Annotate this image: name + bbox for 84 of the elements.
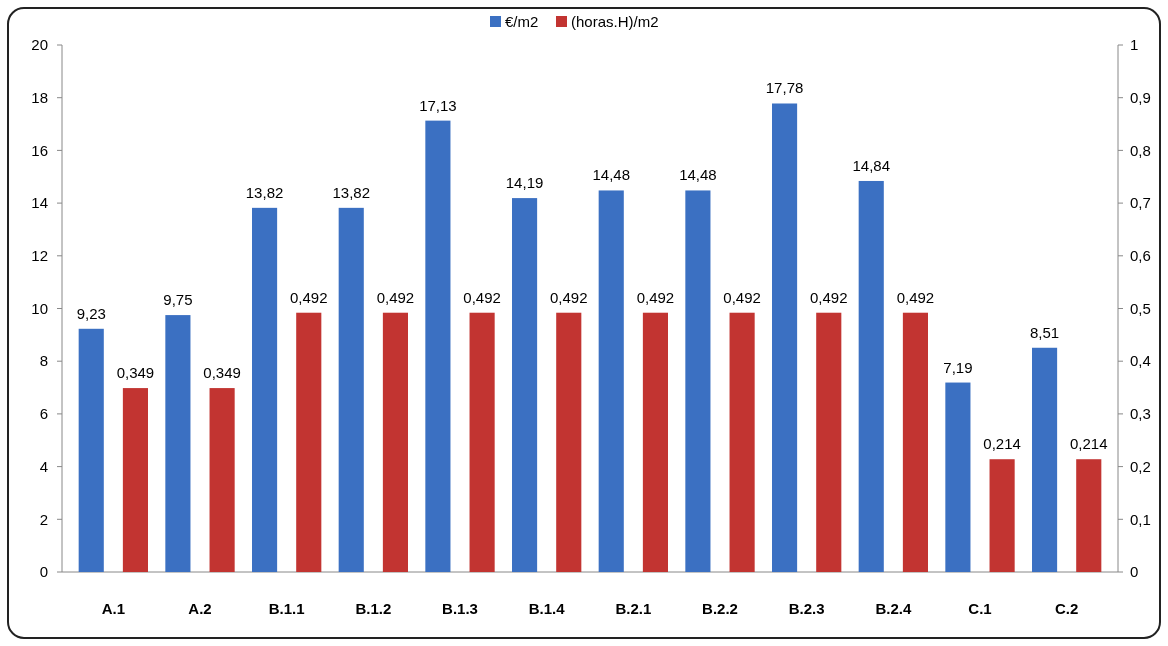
bar <box>165 315 191 572</box>
x-tick-label: B.1.4 <box>528 600 566 617</box>
x-tick-label: A.2 <box>188 600 212 617</box>
data-label: 0,214 <box>983 435 1021 453</box>
y-tick-label: 20 <box>31 36 48 54</box>
bar <box>78 328 104 572</box>
data-label: 0,214 <box>1069 435 1108 453</box>
bar <box>425 120 451 572</box>
y-tick-label: 4 <box>39 457 48 475</box>
y-tick-label: 8 <box>39 352 48 370</box>
y2-tick-label: 0,1 <box>1130 510 1151 528</box>
y-tick-label: 12 <box>31 247 48 265</box>
data-label: 0,492 <box>636 288 675 306</box>
x-tick-label: B.1.3 <box>442 600 478 617</box>
bar <box>382 312 408 572</box>
data-label: 14,48 <box>679 166 717 184</box>
bar <box>685 190 711 572</box>
data-label: 9,75 <box>163 291 193 309</box>
bar <box>338 207 364 572</box>
data-label: 0,492 <box>809 288 848 306</box>
bar <box>945 382 971 572</box>
bar <box>1032 347 1058 572</box>
bar <box>902 312 928 572</box>
y-tick-label: 14 <box>31 194 48 212</box>
data-label: 9,23 <box>76 304 106 322</box>
y2-tick-label: 0 <box>1130 563 1139 581</box>
y2-tick-label: 0,2 <box>1130 457 1151 475</box>
data-label: 14,48 <box>592 166 631 184</box>
data-label: 0,492 <box>376 288 415 306</box>
bar <box>729 312 755 572</box>
bar <box>598 190 624 572</box>
y2-tick-label: 0,6 <box>1130 247 1151 265</box>
x-tick-label: C.1 <box>968 600 992 617</box>
data-label: 17,13 <box>419 96 457 114</box>
x-tick-label: B.2.1 <box>615 600 652 617</box>
data-label: 0,492 <box>549 288 588 306</box>
y-tick-label: 18 <box>31 88 48 106</box>
x-tick-label: B.2.4 <box>875 600 912 617</box>
bar <box>816 312 842 572</box>
bar <box>772 103 798 572</box>
data-label: 13,82 <box>332 183 371 201</box>
bar <box>469 312 495 572</box>
y2-tick-label: 0,7 <box>1130 194 1151 212</box>
x-tick-label: B.1.1 <box>268 600 305 617</box>
bar <box>296 312 322 572</box>
y2-tick-label: 0,8 <box>1130 141 1151 159</box>
x-tick-label: C.2 <box>1054 600 1079 617</box>
bar <box>556 312 582 572</box>
data-label: 0,492 <box>723 288 761 306</box>
y-tick-label: 0 <box>39 563 48 581</box>
bar <box>122 388 148 572</box>
bar <box>512 198 538 572</box>
bar <box>209 388 235 572</box>
data-label: 14,19 <box>505 174 544 192</box>
y2-tick-label: 0,3 <box>1130 405 1151 423</box>
data-label: 0,492 <box>896 288 935 306</box>
bar <box>989 459 1015 572</box>
data-label: 14,84 <box>852 156 891 174</box>
data-label: 0,492 <box>289 288 328 306</box>
y-tick-label: 2 <box>39 510 48 528</box>
x-tick-label: B.2.3 <box>788 600 825 617</box>
data-label: 0,349 <box>116 364 155 382</box>
y2-tick-label: 1 <box>1130 36 1139 54</box>
data-label: 7,19 <box>943 358 973 376</box>
bar <box>858 180 884 572</box>
bar <box>642 312 668 572</box>
data-label: 0,492 <box>463 288 501 306</box>
data-label: 17,78 <box>765 79 804 97</box>
bar <box>1076 459 1102 572</box>
x-tick-label: A.1 <box>101 600 126 617</box>
legend-label: €/m2 <box>505 13 539 31</box>
data-label: 0,349 <box>203 364 241 382</box>
y2-tick-label: 0,4 <box>1130 352 1151 370</box>
y-tick-label: 16 <box>31 141 48 159</box>
x-tick-label: B.1.2 <box>355 600 392 617</box>
x-tick-label: B.2.2 <box>702 600 738 617</box>
y-tick-label: 10 <box>31 299 48 317</box>
legend-label: (horas.H)/m2 <box>571 13 659 31</box>
y2-tick-label: 0,9 <box>1130 88 1151 106</box>
data-label: 8,51 <box>1029 323 1060 341</box>
data-label: 13,82 <box>245 183 284 201</box>
y-tick-label: 6 <box>39 405 48 423</box>
bar <box>252 207 278 572</box>
y2-tick-label: 0,5 <box>1130 299 1151 317</box>
